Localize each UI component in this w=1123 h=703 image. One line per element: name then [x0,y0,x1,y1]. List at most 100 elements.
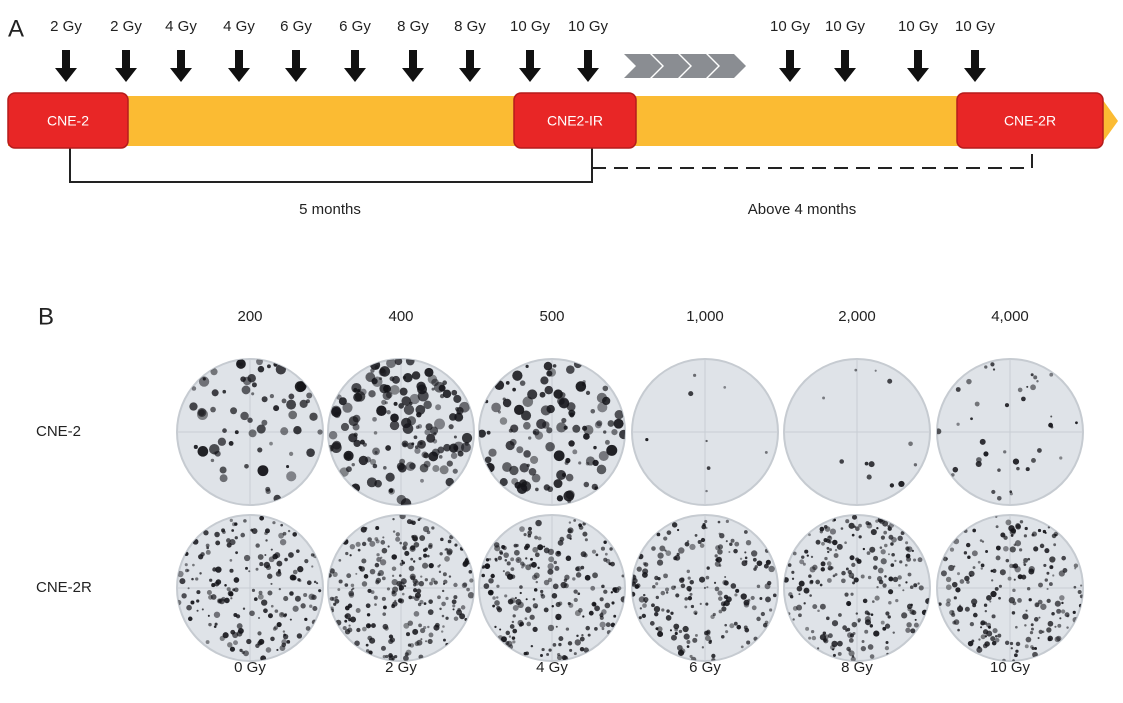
colony [303,593,307,597]
colony [1027,587,1030,590]
colony [242,386,251,395]
colony [906,622,911,627]
colony [452,599,457,604]
colony [494,542,500,548]
colony [412,371,420,379]
colony [286,465,289,468]
colony [525,607,531,613]
colony [1022,613,1028,619]
colony [419,535,425,541]
colony [910,628,915,633]
colony [528,436,531,439]
colony [757,560,763,566]
colony [705,490,707,492]
colony [744,530,748,534]
colony [572,425,580,433]
colony [256,568,259,571]
colony [533,598,536,601]
colony [544,607,549,612]
colony [827,547,830,550]
colony [997,496,1002,501]
colony [695,534,698,537]
colony [869,547,875,553]
colony [214,532,220,538]
colony [741,593,747,599]
colony [705,603,708,606]
colony [211,583,215,587]
colony [687,540,689,542]
colony [295,596,301,602]
colony [1010,642,1013,645]
colony [706,527,708,529]
colony [524,546,529,551]
colony [541,405,551,415]
colony [297,633,302,638]
colony [540,654,543,657]
colony [420,575,422,577]
colony [984,365,987,368]
colony [990,362,994,366]
colony [573,589,577,593]
colony [1047,588,1049,590]
colony [757,585,760,588]
colony [1014,543,1017,546]
colony [548,625,554,631]
colony [390,414,399,423]
colony [1012,611,1015,614]
colony [792,618,794,620]
colony [381,646,386,651]
colony [643,597,648,602]
colony [258,366,264,372]
colony [400,562,404,566]
colony [418,557,421,560]
colony [957,629,960,632]
colony [711,654,715,658]
colony [344,583,348,587]
colony [452,604,455,607]
colony [206,547,209,550]
colony [356,542,361,547]
colony [877,576,882,581]
colony [985,550,988,553]
colony [654,606,660,612]
colony [259,591,263,595]
colony [382,577,386,581]
colony [1059,456,1062,459]
colony [423,548,427,552]
colony [839,459,844,464]
dose-label: 6 Gy [280,18,312,35]
colony [244,555,250,561]
colony [419,581,424,586]
colony [835,573,838,576]
colony [403,423,414,434]
colony [520,463,529,472]
colony [875,519,878,522]
colony [867,475,872,480]
colony [655,582,658,585]
colony [1000,533,1005,538]
colony [702,646,704,648]
colony [257,424,266,433]
colony [966,379,971,384]
colony [519,526,525,532]
colony [996,546,1001,551]
dose-label: 10 Gy [898,18,939,35]
colony [442,625,445,628]
colony [575,610,581,616]
colony [850,593,853,596]
colony [657,560,663,566]
colony [726,520,729,523]
colony [419,600,423,604]
colony [343,451,353,461]
colony [1000,569,1006,575]
colony [872,600,875,603]
colony [535,488,539,492]
colony [487,431,491,435]
colony [973,613,978,618]
colony [902,589,904,591]
colony [946,558,948,560]
colony [651,603,655,607]
colony [837,641,843,647]
colony [343,626,347,630]
colony [970,575,972,577]
